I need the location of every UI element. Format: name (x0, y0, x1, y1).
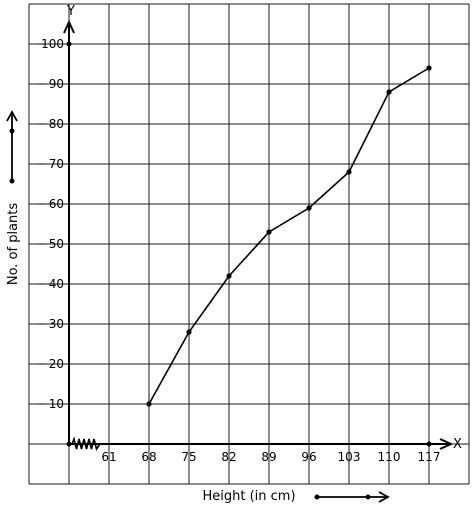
x-tick-label: 89 (261, 450, 276, 464)
data-point (226, 273, 232, 279)
axes (63, 19, 454, 451)
y-tick-label: 40 (49, 277, 64, 291)
x-tick-label: 117 (418, 450, 441, 464)
x-axis-arrowhead (439, 438, 454, 450)
y-axis-title: No. of plants (6, 203, 21, 286)
x-direction-dot (365, 494, 371, 500)
x-tick-label: 61 (101, 450, 116, 464)
y-tick-label: 50 (49, 237, 64, 251)
y-direction-arrowhead (6, 110, 18, 122)
x-axis-title: Height (in cm) (202, 489, 295, 504)
y-tick-label: 10 (49, 397, 64, 411)
data-point (386, 89, 392, 95)
x-tick-label: 68 (141, 450, 156, 464)
x-tick-label: 110 (378, 450, 401, 464)
y-direction-dot (9, 128, 15, 134)
y-axis-letter: Y (66, 4, 75, 19)
y-axis-arrowhead (63, 19, 75, 34)
x-direction-arrowhead (378, 491, 390, 503)
y-axis-top-point (66, 41, 72, 47)
x-tick-label: 96 (301, 450, 316, 464)
series-line (148, 67, 430, 405)
origin-point (66, 441, 72, 447)
y-tick-label: 60 (49, 197, 64, 211)
y-tick-label: 30 (49, 317, 64, 331)
axis-break-zigzag (71, 436, 101, 451)
data-point (306, 205, 312, 211)
direction-arrows (6, 110, 390, 503)
y-direction-dot (9, 178, 15, 184)
x-tick-label: 103 (338, 450, 361, 464)
y-tick-label: 100 (41, 37, 64, 51)
x-axis-letter: X (453, 437, 462, 452)
x-tick-label: 82 (221, 450, 236, 464)
y-tick-label: 80 (49, 117, 64, 131)
data-point (146, 401, 152, 407)
data-point (426, 65, 432, 71)
y-tick-label: 90 (49, 77, 64, 91)
data-point (266, 229, 272, 235)
x-axis-end-point (426, 441, 432, 447)
y-tick-label: 20 (49, 357, 64, 371)
data-series (146, 65, 432, 407)
x-direction-dot (314, 494, 320, 500)
data-point (346, 169, 352, 175)
grid (28, 3, 470, 485)
data-point (186, 329, 192, 335)
y-tick-label: 70 (49, 157, 64, 171)
tick-labels: 10 20 30 40 50 60 70 80 90 100 61 68 75 82 89 96 103 110 1… (38, 37, 440, 464)
x-tick-label: 75 (181, 450, 196, 464)
